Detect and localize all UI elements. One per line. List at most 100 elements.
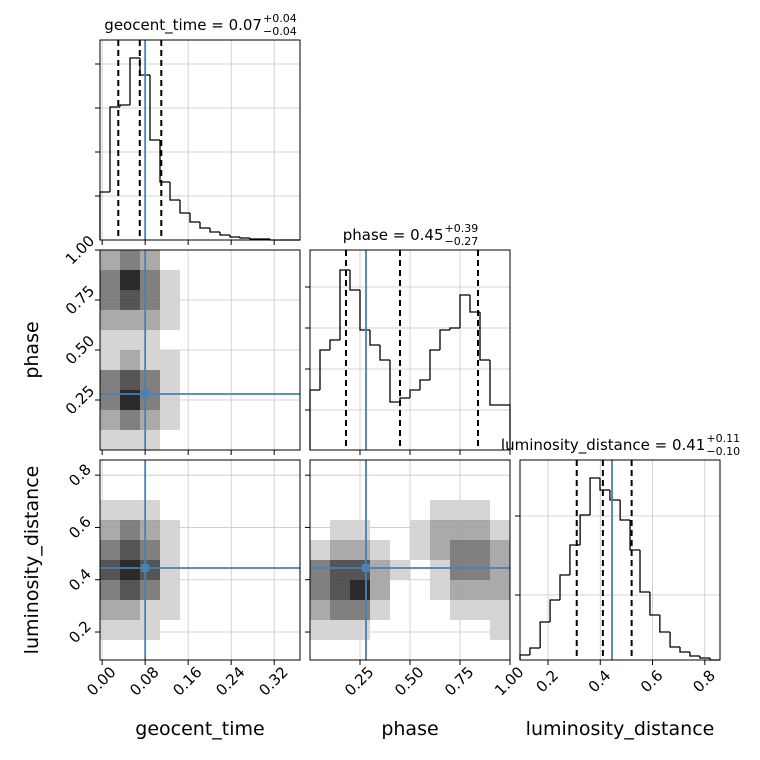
density-cell (260, 330, 280, 350)
density-cell (220, 640, 240, 660)
density-cell (490, 640, 510, 660)
density-cell (370, 460, 390, 480)
title-sup: +0.04 (263, 12, 297, 25)
density-cell (310, 620, 330, 640)
density-cell (350, 500, 370, 520)
density-cell (100, 370, 120, 390)
density-cell (220, 580, 240, 600)
histogram-step (479, 312, 490, 361)
x-tick-label: 0.08 (126, 663, 162, 699)
density-cell (160, 330, 180, 350)
histogram-step (649, 592, 660, 616)
density-cell (390, 460, 410, 480)
histogram-step (679, 647, 690, 653)
density-cell (430, 620, 450, 640)
density-cell (490, 540, 510, 560)
density-cell (120, 520, 140, 540)
histogram-step (639, 550, 650, 593)
density-cell (140, 330, 160, 350)
density-cell (470, 640, 490, 660)
histogram-step (109, 106, 120, 192)
density-cell (220, 480, 240, 500)
density-cell (220, 330, 240, 350)
density-cell (100, 270, 120, 290)
density-cell (370, 600, 390, 620)
density-cell (100, 540, 120, 560)
x-tick-label: 0.75 (441, 663, 477, 699)
density-cell (260, 390, 280, 410)
density-cell (280, 620, 300, 640)
density-cell (140, 410, 160, 430)
density-cell (220, 290, 240, 310)
density-cell (100, 390, 120, 410)
density-cell (120, 560, 140, 580)
density-cell (330, 540, 350, 560)
density-cell (100, 250, 120, 270)
density-cell (180, 580, 200, 600)
density-cell (240, 410, 260, 430)
density-cell (260, 460, 280, 480)
density-cell (100, 410, 120, 430)
density-cell (410, 460, 430, 480)
density-cell (200, 580, 220, 600)
density-cell (220, 350, 240, 370)
density-cell (160, 600, 180, 620)
density-cell (140, 350, 160, 370)
density-cell (220, 430, 240, 450)
density-cell (120, 330, 140, 350)
density-cell (180, 540, 200, 560)
density-cell (240, 310, 260, 330)
density-cell (100, 500, 120, 520)
panel-frame (99, 459, 301, 661)
density-cell (140, 370, 160, 390)
histogram-step (99, 191, 110, 240)
density-cell (310, 560, 330, 580)
x-tick-label: 0.2 (532, 666, 562, 696)
density-cell (450, 520, 470, 540)
density-cell (120, 350, 140, 370)
density-cell (100, 330, 120, 350)
density-cell (350, 620, 370, 640)
density-cell (200, 640, 220, 660)
density-cell (350, 540, 370, 560)
density-cell (330, 580, 350, 600)
density-cell (470, 480, 490, 500)
density-cell (490, 520, 510, 540)
density-cell (450, 560, 470, 580)
density-cell (140, 500, 160, 520)
density-cell (200, 430, 220, 450)
density-cell (180, 560, 200, 580)
density-cell (260, 370, 280, 390)
density-cell (180, 620, 200, 640)
density-cell (140, 520, 160, 540)
density-cell (120, 270, 140, 290)
density-cell (430, 460, 450, 480)
density-cell (140, 580, 160, 600)
density-cell (120, 410, 140, 430)
density-cell (100, 350, 120, 370)
panel-frame (519, 459, 721, 661)
density-cell (140, 250, 160, 270)
density-cell (180, 640, 200, 660)
histogram-step (249, 238, 260, 240)
x-tick-label: 0.8 (689, 666, 719, 696)
density-cell (260, 520, 280, 540)
density-cell (240, 520, 260, 540)
density-cell (220, 540, 240, 560)
density-cell (140, 640, 160, 660)
density-cell (310, 540, 330, 560)
x-tick-label: 0.00 (83, 663, 119, 699)
density-cell (470, 460, 490, 480)
density-cell (350, 480, 370, 500)
density-cell (390, 520, 410, 540)
histogram-step (439, 329, 450, 350)
histogram-step (629, 520, 640, 551)
truth-point (141, 563, 150, 572)
density-cell (160, 560, 180, 580)
density-cell (350, 640, 370, 660)
density-cell (450, 620, 470, 640)
x-tick-label: 0.50 (391, 663, 427, 699)
density-cell (180, 410, 200, 430)
histogram-step (419, 379, 430, 390)
density-cell (200, 500, 220, 520)
